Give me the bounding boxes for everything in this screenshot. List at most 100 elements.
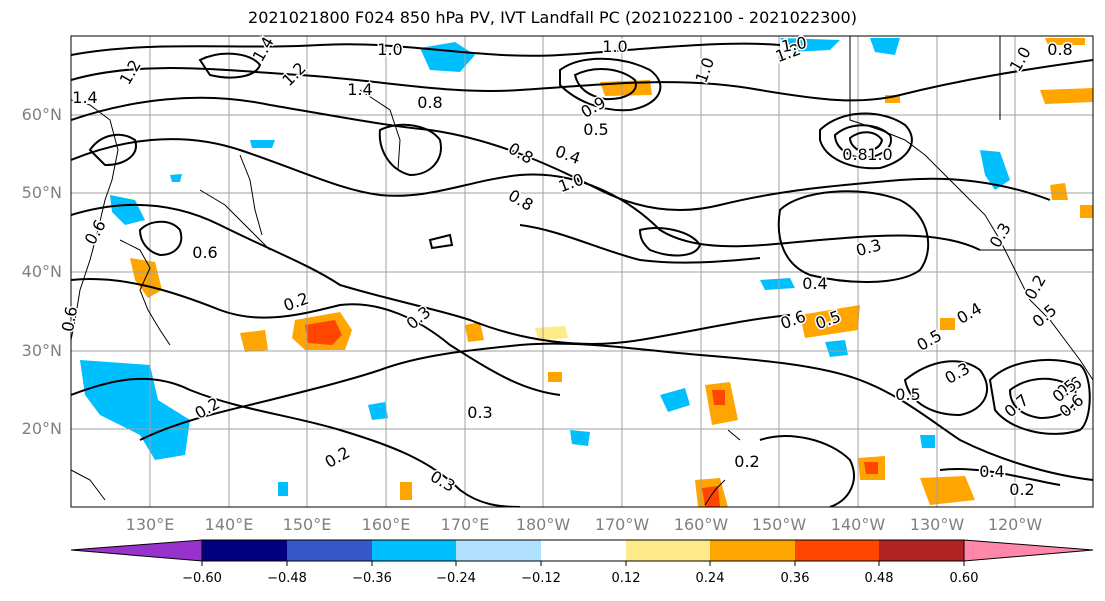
contour-label: 0.2 [1021,271,1050,303]
contour-label: 0.6 [192,243,217,262]
positive-patch [920,476,975,505]
negative-patch [825,340,848,357]
colorbar-lower-extend [70,539,203,562]
negative-patch [250,140,275,148]
lon-label-160e: 160°E [361,515,411,534]
colorbar-bin [710,540,795,561]
positive-patch [535,326,568,340]
negative-patch [420,42,475,72]
contour-label: 1.0 [867,145,892,164]
negative-patch [920,435,935,448]
colorbar [70,539,1094,566]
negative-patch [870,38,900,55]
contour-label: 0.3 [403,302,435,333]
positive-patch [940,318,955,330]
colorbar-bin [287,540,372,561]
lat-label-50n: 50°N [21,183,62,202]
negative-patch [80,360,190,460]
contour-label: 0.4 [953,299,985,328]
shading-layer [80,38,1093,507]
positive-patch [1045,38,1085,45]
contour-label: 0.4 [802,274,827,293]
negative-patch [660,388,690,412]
positive-patch [400,482,412,500]
negative-patch [368,402,388,420]
colorbar-bin [795,540,879,561]
contour-label: 1.2 [116,56,145,88]
contour-label: 0.3 [427,467,459,496]
map-title: 2021021800 F024 850 hPa PV, IVT Landfall… [248,8,857,27]
contour-label: 0.5 [895,385,920,404]
colorbar-tick-label: −0.48 [267,571,307,586]
colorbar-tick-label: −0.12 [521,571,561,586]
positive-patch [1040,88,1093,104]
negative-patch [110,195,145,225]
contour-label: 0.5 [913,326,945,355]
colorbar-bin [202,540,287,561]
colorbar-tick-label: −0.60 [182,571,222,586]
contour-label: 1.0 [602,37,627,56]
colorbar-bin [626,540,710,561]
contour-label: 0.4 [979,462,1004,481]
negative-patch [278,482,288,496]
lon-label-130w: 130°W [909,515,965,534]
negative-patch [570,430,590,446]
contour-label: 1.0 [377,40,402,59]
colorbar-bin [541,540,626,561]
contour-label: 0.7 [1001,390,1033,421]
contour-label: 0.9 [577,93,609,122]
lat-label-60n: 60°N [21,105,62,124]
positive-patch [465,322,484,342]
colorbar-frame [201,539,965,562]
colorbar-tick-label: 0.36 [780,571,810,586]
lat-label-20n: 20°N [21,419,62,438]
lon-label-150w: 150°W [751,515,807,534]
positive-patch [800,305,860,338]
contour-label: 0.8 [417,93,442,112]
contour-label: 1.4 [72,88,97,107]
negative-patch [780,38,840,52]
contour-label: 0.8 [1047,40,1072,59]
pv-contours [71,42,1093,507]
lon-label-140w: 140°W [830,515,886,534]
colorbar-bin [456,540,541,561]
contour-label: 1.0 [1006,43,1035,75]
lon-label-160w: 160°W [673,515,729,534]
contour-label: 0.8 [842,145,867,164]
contour-label: 0.6 [81,216,110,248]
colorbar-tick-label: 0.24 [695,571,725,586]
lon-label-120w: 120°W [987,515,1043,534]
contour-label: 0.8 [505,186,537,215]
contour-label: 0.3 [467,403,492,422]
contour-label: 0.2 [734,452,759,471]
colorbar-tick-label: 0.60 [949,571,979,586]
negative-patch [760,278,795,290]
contour-label: 0.6 [58,305,81,333]
positive-patch [305,320,342,345]
lon-label-180w: 180°W [515,515,571,534]
positive-patch [548,372,562,382]
lat-label-40n: 40°N [21,262,62,281]
negative-patch [170,174,182,182]
colorbar-bin [879,540,964,561]
contour-label: 1.0 [780,33,808,56]
negative-patch [980,150,1010,190]
lon-label-140e: 140°E [204,515,254,534]
contour-label: 1.4 [347,80,372,99]
colorbar-tick-label: −0.36 [352,571,392,586]
contour-label: 1.4 [249,33,278,65]
contour-label: 0.2 [321,443,353,472]
lon-label-150e: 150°E [282,515,332,534]
colorbar-tick-label: 0.48 [864,571,894,586]
contour-label: 0.8 [505,139,537,168]
colorbar-tick-label: 0.12 [611,571,641,586]
colorbar-tick-label: −0.24 [436,571,476,586]
graticule [71,36,1093,507]
contour-label: 1.2 [278,58,309,89]
colorbar-bin [372,540,456,561]
contour-label: 0.5 [583,120,608,139]
positive-patch [864,462,878,474]
positive-patch [712,390,725,405]
positive-patch [1050,183,1068,200]
